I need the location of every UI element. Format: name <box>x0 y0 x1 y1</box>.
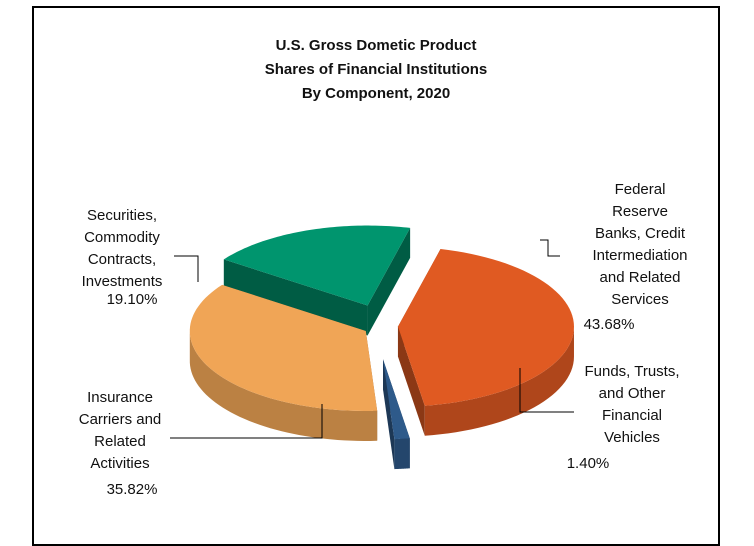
slice-label-1: Funds, Trusts, and Other Financial Vehicles <box>584 363 679 446</box>
slice-3 <box>223 225 411 336</box>
slice-1-rim <box>394 438 410 470</box>
slice-value-label-2: 35.82% <box>107 481 158 498</box>
slice-label-2-line-0: Insurance <box>87 389 153 406</box>
slice-2 <box>189 284 378 441</box>
slice-0-rim <box>424 326 574 436</box>
slice-2-top <box>189 284 378 411</box>
slice-label-0-line-4: and Related <box>600 269 681 286</box>
leader-line-insurance <box>170 404 323 439</box>
slice-value-label-3: 19.10% <box>107 291 158 308</box>
slice-label-0-line-5: Services <box>611 291 669 308</box>
slice-label-2: Insurance Carriers and Related Activities <box>79 389 162 472</box>
slice-value-label-0: 43.68% <box>584 316 635 333</box>
slice-label-0-line-2: Banks, Credit <box>595 225 686 242</box>
slice-3-wall-start <box>223 259 368 336</box>
slice-1-wall-end <box>382 359 395 470</box>
chart-title-line-2: Shares of Financial Institutions <box>264 61 488 78</box>
chart-title-line-3: By Component, 2020 <box>301 85 451 102</box>
slice-2-rim <box>189 329 378 441</box>
leader-line-funds <box>519 368 574 413</box>
slice-label-3-line-2: Contracts, <box>88 251 156 268</box>
slice-0-wall-end <box>397 326 425 436</box>
slice-label-3: Securities, Commodity Contracts, Investment… <box>82 207 163 290</box>
slice-label-0-line-0: Federal <box>615 181 666 198</box>
slice-value-label-1: 1.40% <box>567 455 610 472</box>
slice-label-1-line-2: Financial <box>602 407 662 424</box>
slice-label-2-line-3: Activities <box>90 455 149 472</box>
slice-3-wall-end <box>367 227 411 336</box>
chart-title: U.S. Gross Dometic Product Shares of Fin… <box>34 34 718 106</box>
slice-0 <box>397 249 574 436</box>
slice-label-2-line-2: Related <box>94 433 146 450</box>
slice-label-3-line-0: Securities, <box>87 207 157 224</box>
slice-label-0-line-3: Intermediation <box>592 247 687 264</box>
slice-1-top <box>382 359 410 440</box>
slice-label-2-line-1: Carriers and <box>79 411 162 428</box>
slice-1 <box>382 359 410 470</box>
slice-label-3-line-1: Commodity <box>84 229 160 246</box>
leader-line-federal <box>540 239 560 257</box>
slice-3-top <box>223 225 411 306</box>
slice-label-0-line-1: Reserve <box>612 203 668 220</box>
slice-0-top <box>397 249 574 406</box>
chart-title-line-1: U.S. Gross Dometic Product <box>275 37 477 54</box>
leader-line-securities <box>174 255 199 282</box>
slice-label-1-line-1: and Other <box>599 385 666 402</box>
slice-label-0: Federal Reserve Banks, Credit Intermediatio… <box>592 181 687 308</box>
slice-label-3-line-3: Investments <box>82 273 163 290</box>
slice-label-1-line-3: Vehicles <box>604 429 660 446</box>
slice-label-1-line-0: Funds, Trusts, <box>584 363 679 380</box>
